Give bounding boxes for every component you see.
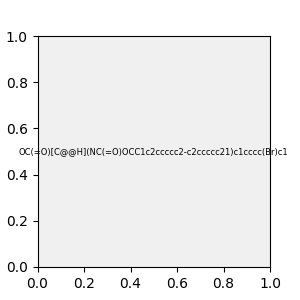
Text: OC(=O)[C@@H](NC(=O)OCC1c2ccccc2-c2ccccc21)c1cccc(Br)c1: OC(=O)[C@@H](NC(=O)OCC1c2ccccc2-c2ccccc2… bbox=[19, 147, 289, 156]
